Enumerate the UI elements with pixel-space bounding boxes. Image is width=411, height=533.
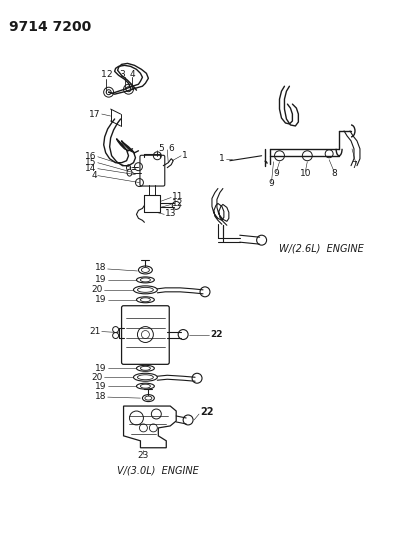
Ellipse shape	[141, 298, 150, 302]
Ellipse shape	[141, 366, 150, 370]
Text: 18: 18	[95, 263, 107, 272]
PathPatch shape	[124, 406, 176, 448]
Text: 19: 19	[95, 276, 107, 285]
Ellipse shape	[143, 394, 155, 401]
Text: 21: 21	[89, 327, 101, 336]
Text: 3: 3	[120, 70, 125, 79]
Text: W/(2.6L)  ENGINE: W/(2.6L) ENGINE	[279, 243, 364, 253]
Circle shape	[126, 87, 131, 92]
Text: 22: 22	[200, 407, 214, 417]
Ellipse shape	[134, 286, 157, 294]
Ellipse shape	[137, 375, 153, 379]
Text: 13: 13	[165, 209, 177, 218]
Text: 2: 2	[107, 70, 113, 79]
Ellipse shape	[139, 266, 152, 274]
FancyBboxPatch shape	[122, 306, 169, 365]
Circle shape	[106, 90, 111, 95]
Text: 19: 19	[95, 382, 107, 391]
FancyBboxPatch shape	[140, 155, 165, 186]
Text: 8: 8	[331, 169, 337, 178]
Text: 15: 15	[85, 158, 97, 167]
Text: 4: 4	[91, 171, 97, 180]
Text: 4: 4	[130, 70, 135, 79]
Ellipse shape	[134, 373, 157, 381]
Text: 19: 19	[95, 364, 107, 373]
Text: 9714 7200: 9714 7200	[9, 20, 92, 34]
Text: 20: 20	[91, 373, 103, 382]
Ellipse shape	[136, 277, 155, 283]
Text: 5: 5	[158, 144, 164, 154]
Text: 1: 1	[219, 154, 225, 163]
Text: 7: 7	[351, 161, 357, 170]
Ellipse shape	[127, 165, 131, 171]
Ellipse shape	[145, 396, 152, 400]
Text: 1: 1	[182, 151, 188, 160]
Text: 11: 11	[172, 192, 184, 201]
Ellipse shape	[127, 169, 132, 176]
Ellipse shape	[141, 268, 149, 272]
Ellipse shape	[141, 384, 150, 388]
Ellipse shape	[137, 287, 153, 292]
Text: 1: 1	[101, 70, 106, 79]
Ellipse shape	[136, 365, 155, 372]
Text: 14: 14	[85, 164, 97, 173]
Text: 19: 19	[95, 295, 107, 304]
Text: 23: 23	[138, 451, 149, 460]
Text: V/(3.0L)  ENGINE: V/(3.0L) ENGINE	[118, 466, 199, 475]
Ellipse shape	[141, 278, 150, 282]
Text: 18: 18	[95, 392, 107, 401]
Ellipse shape	[136, 383, 155, 389]
Text: 10: 10	[300, 169, 311, 178]
Text: 16: 16	[85, 152, 97, 161]
Ellipse shape	[136, 297, 155, 303]
Text: 22: 22	[210, 330, 222, 339]
Text: 6: 6	[168, 144, 174, 154]
Text: 9: 9	[274, 169, 279, 178]
Text: 17: 17	[89, 110, 101, 118]
Text: 20: 20	[91, 285, 103, 294]
Text: 12: 12	[172, 199, 184, 208]
Text: 9: 9	[269, 179, 275, 188]
